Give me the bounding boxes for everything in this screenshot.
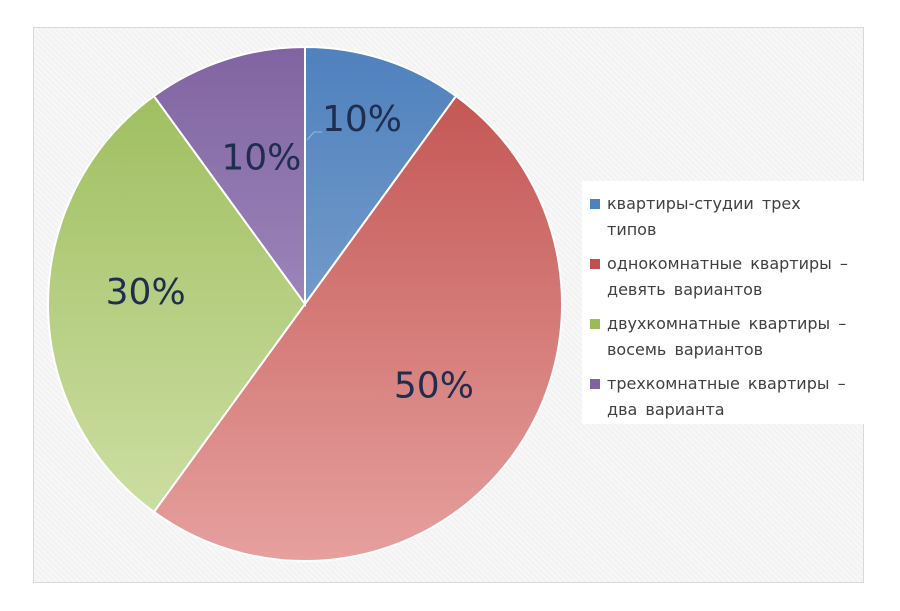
slice-two-room — [47, 94, 307, 514]
slice-one-room — [152, 94, 563, 562]
label-studio: 10% — [322, 99, 402, 140]
legend-marker-one-room — [590, 259, 600, 269]
legend-marker-three-room — [590, 379, 600, 389]
legend-item-two-room: двухкомнатные квартиры – восемь варианто… — [590, 311, 858, 363]
legend-marker-studio — [590, 199, 600, 209]
label-one-room: 50% — [394, 366, 474, 407]
label-two-room: 30% — [106, 272, 186, 313]
slice-three-room — [152, 45, 306, 308]
legend-item-studio: квартиры-студии трех типов — [590, 191, 858, 243]
legend-label-three-room: трехкомнатные квартиры – два варианта — [607, 374, 846, 419]
legend: квартиры-студии трех типов однокомнатные… — [582, 181, 865, 424]
slice-studio — [304, 45, 458, 308]
label-three-room: 10% — [221, 138, 301, 179]
legend-marker-two-room — [590, 319, 600, 329]
legend-label-one-room: однокомнатные квартиры – девять варианто… — [607, 254, 848, 299]
legend-label-studio: квартиры-студии трех типов — [607, 194, 801, 239]
legend-label-two-room: двухкомнатные квартиры – восемь варианто… — [607, 314, 847, 359]
legend-item-one-room: однокомнатные квартиры – девять варианто… — [590, 251, 858, 303]
legend-item-three-room: трехкомнатные квартиры – два варианта — [590, 371, 858, 423]
leader-line-studio — [306, 131, 322, 141]
